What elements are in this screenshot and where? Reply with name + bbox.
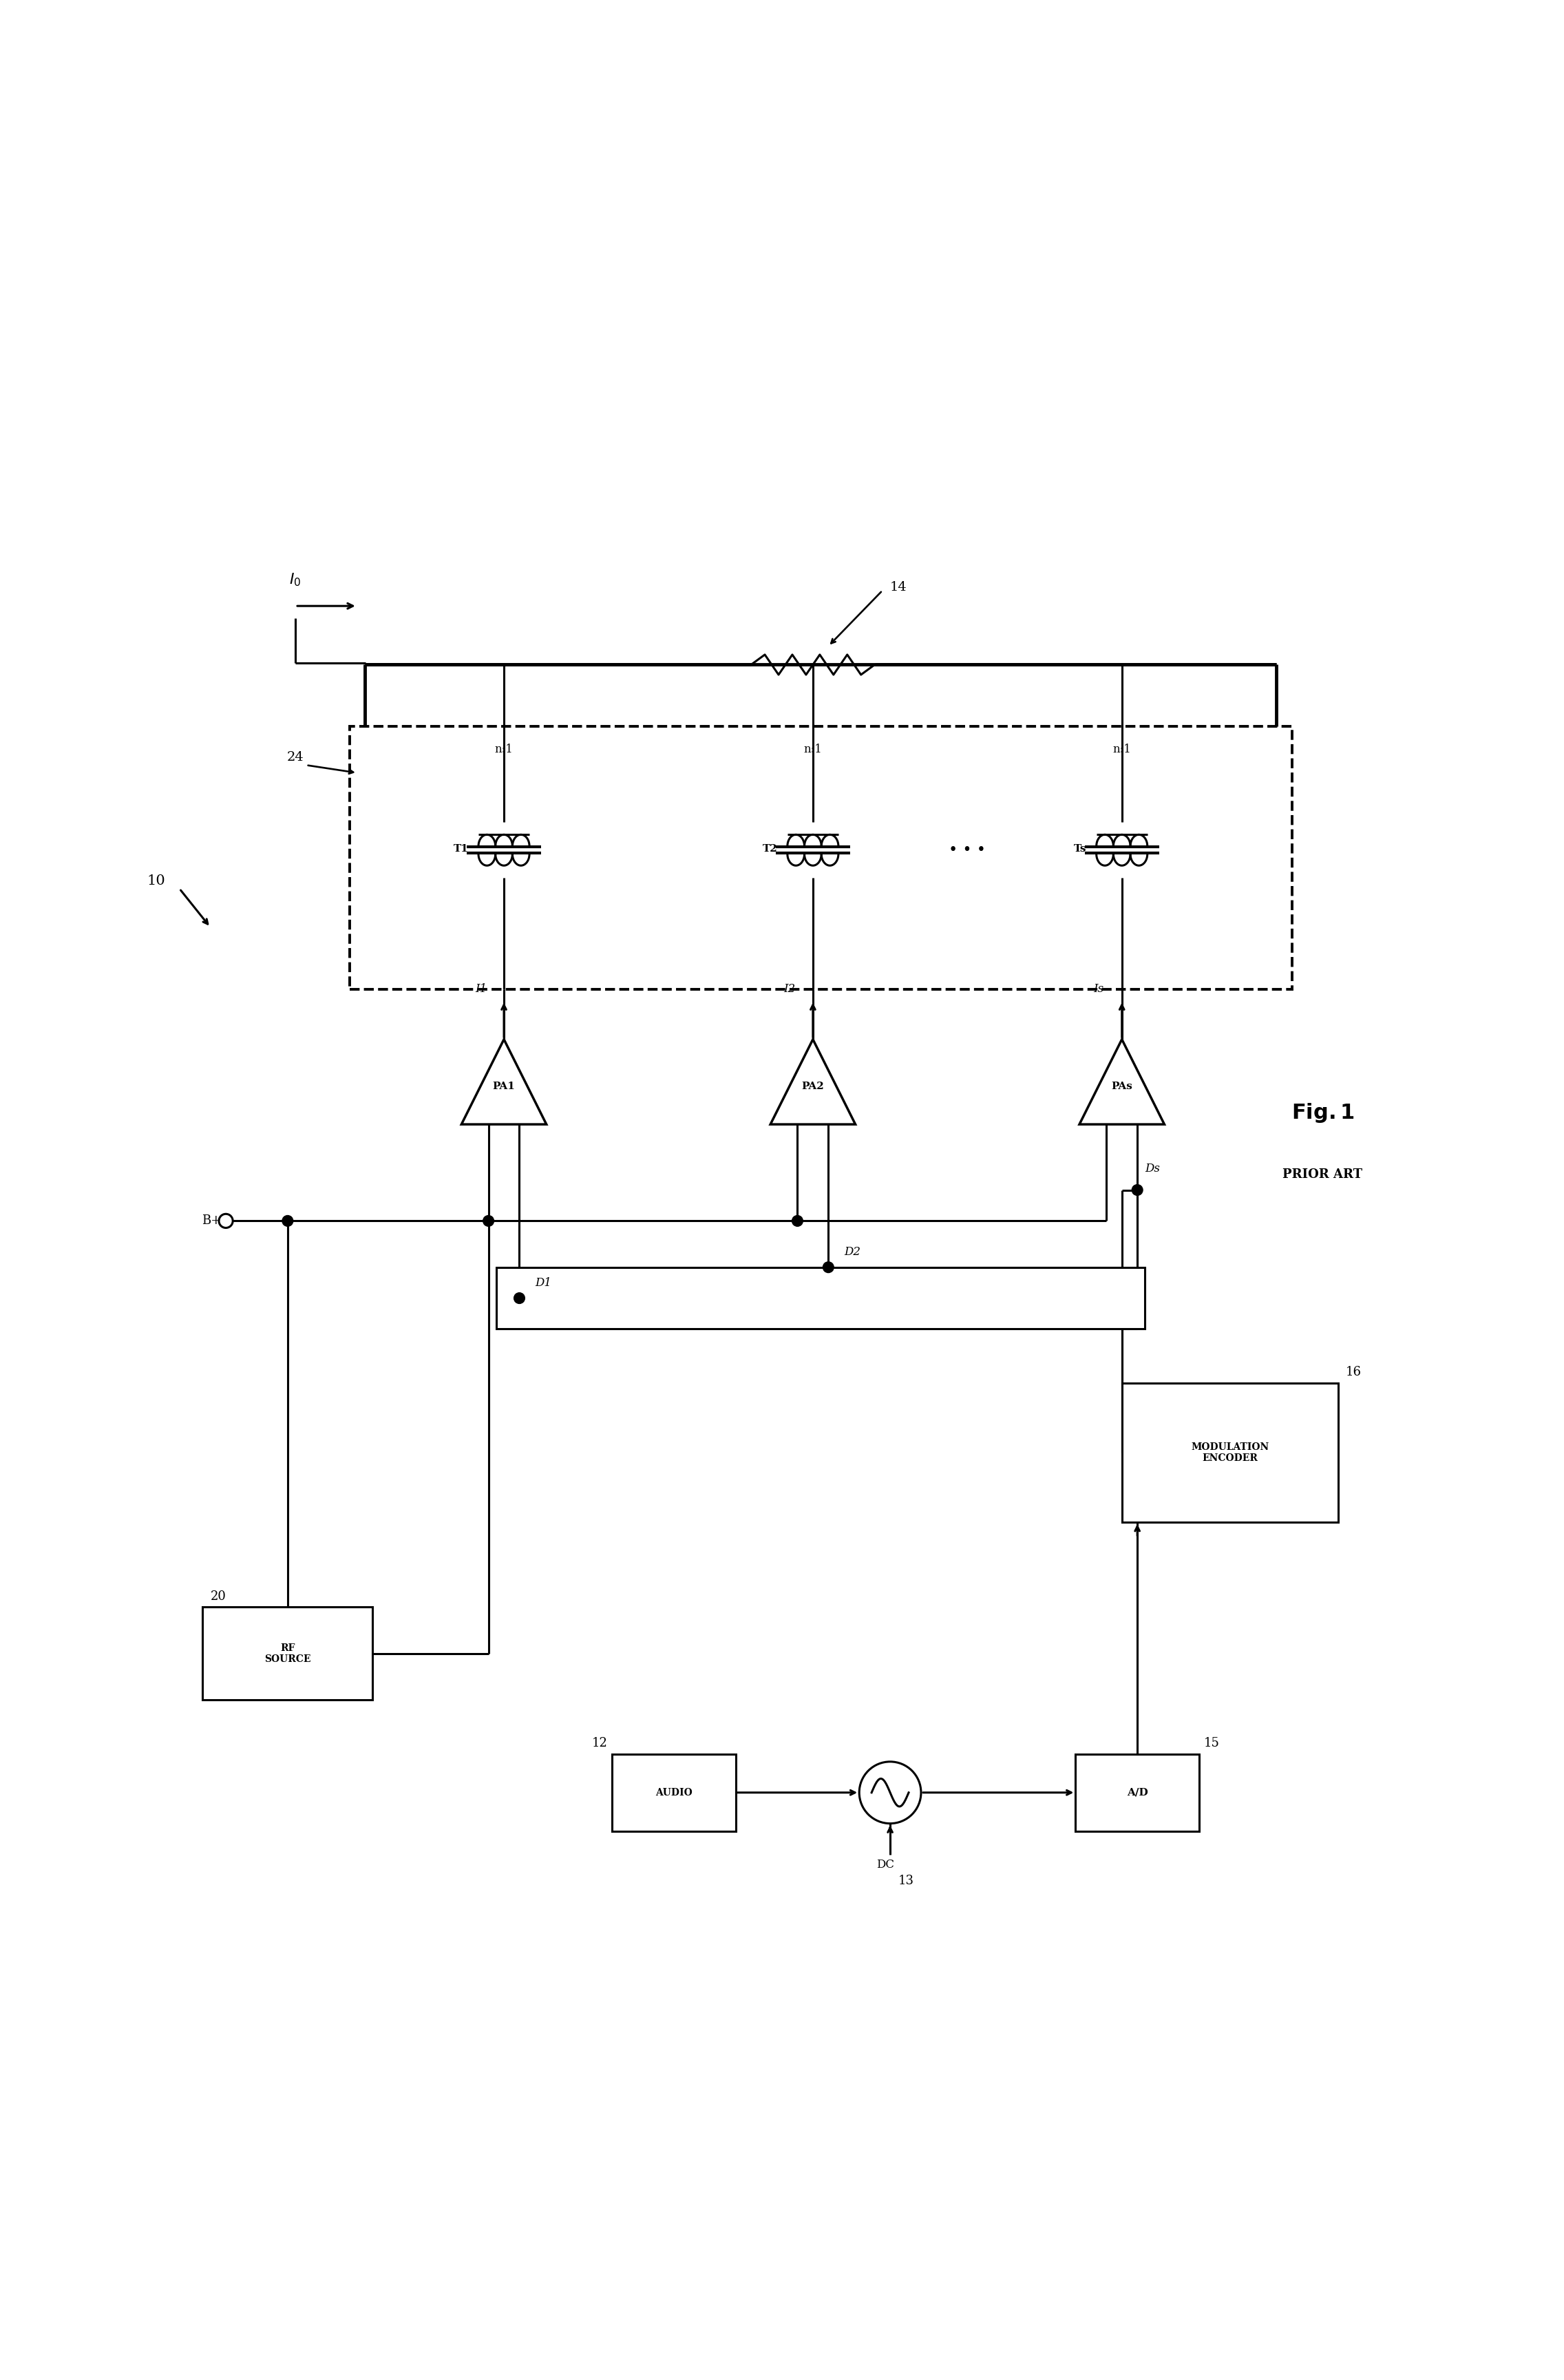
Circle shape <box>515 1292 526 1304</box>
Text: PAs: PAs <box>1112 1081 1132 1092</box>
Circle shape <box>483 1216 494 1226</box>
Text: n:1: n:1 <box>804 745 823 754</box>
Text: AUDIO: AUDIO <box>655 1787 693 1797</box>
Circle shape <box>1132 1185 1143 1195</box>
Text: 16: 16 <box>1347 1366 1362 1378</box>
Bar <box>612 1754 735 1830</box>
Text: 20: 20 <box>211 1590 227 1602</box>
Circle shape <box>823 1261 834 1273</box>
Bar <box>1121 1383 1339 1523</box>
Text: PRIOR ART: PRIOR ART <box>1282 1169 1362 1180</box>
Text: B+: B+ <box>202 1214 221 1228</box>
Text: 14: 14 <box>890 581 907 593</box>
Text: RF
SOURCE: RF SOURCE <box>264 1642 311 1664</box>
Bar <box>203 1607 372 1699</box>
Text: $I_0$: $I_0$ <box>289 571 302 588</box>
Text: $\mathbf{Fig.1}$: $\mathbf{Fig.1}$ <box>1292 1102 1354 1123</box>
Bar <box>349 726 1292 990</box>
Text: 24: 24 <box>286 752 303 764</box>
Circle shape <box>791 1216 802 1226</box>
Text: D1: D1 <box>535 1278 552 1290</box>
Text: Ts: Ts <box>1073 845 1087 854</box>
Text: Ds: Ds <box>1145 1164 1160 1176</box>
Text: D2: D2 <box>845 1247 860 1259</box>
Text: 13: 13 <box>898 1875 913 1887</box>
Text: 10: 10 <box>147 873 166 888</box>
Circle shape <box>282 1216 292 1226</box>
Text: T2: T2 <box>762 845 777 854</box>
Text: I2: I2 <box>784 983 796 995</box>
Text: n:1: n:1 <box>1112 745 1131 754</box>
Text: n:1: n:1 <box>494 745 513 754</box>
Text: 12: 12 <box>591 1737 607 1749</box>
Text: I1: I1 <box>475 983 486 995</box>
Text: DC: DC <box>876 1859 895 1871</box>
Text: PA1: PA1 <box>493 1081 515 1092</box>
Bar <box>496 1266 1145 1328</box>
Text: PA2: PA2 <box>802 1081 824 1092</box>
Text: • • •: • • • <box>949 843 985 857</box>
Text: Is: Is <box>1093 983 1104 995</box>
Text: A/D: A/D <box>1126 1787 1148 1797</box>
Text: MODULATION
ENCODER: MODULATION ENCODER <box>1192 1442 1268 1464</box>
Bar <box>1076 1754 1200 1830</box>
Text: 15: 15 <box>1204 1737 1220 1749</box>
Text: T1: T1 <box>454 845 468 854</box>
